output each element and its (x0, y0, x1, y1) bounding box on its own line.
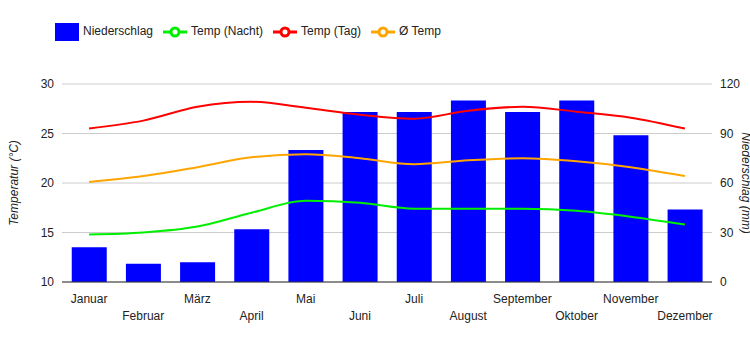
svg-text:August: August (450, 309, 488, 323)
svg-text:Februar: Februar (122, 309, 164, 323)
svg-text:März: März (184, 292, 211, 306)
svg-text:15: 15 (41, 226, 55, 240)
svg-text:30: 30 (41, 77, 55, 91)
svg-text:Temperatur (°C): Temperatur (°C) (8, 140, 21, 226)
svg-text:Januar: Januar (71, 292, 108, 306)
svg-text:25: 25 (41, 127, 55, 141)
svg-text:September: September (493, 292, 552, 306)
html-text:Temp (Tag): Temp (Tag) (301, 24, 362, 39)
svg-text:60: 60 (720, 176, 734, 190)
html-text:Ø Temp: Ø Temp (399, 24, 441, 39)
svg-text:30: 30 (720, 226, 734, 240)
svg-text:Juni: Juni (349, 309, 371, 323)
svg-text:Dezember: Dezember (657, 309, 712, 323)
svg-text:Oktober: Oktober (555, 309, 598, 323)
svg-text:20: 20 (41, 176, 55, 190)
svg-text:90: 90 (720, 127, 734, 141)
html-text:Temp (Nacht): Temp (Nacht) (191, 24, 264, 39)
html-text:Niederschlag: Niederschlag (83, 24, 153, 39)
svg-text:Mai: Mai (296, 292, 315, 306)
svg-text:10: 10 (41, 275, 55, 289)
svg-text:120: 120 (720, 77, 740, 91)
svg-text:Juli: Juli (405, 292, 423, 306)
svg-text:Niederschlag (mm): Niederschlag (mm) (739, 132, 742, 233)
svg-text:April: April (240, 309, 264, 323)
svg-text:November: November (603, 292, 658, 306)
svg-text:0: 0 (720, 275, 727, 289)
